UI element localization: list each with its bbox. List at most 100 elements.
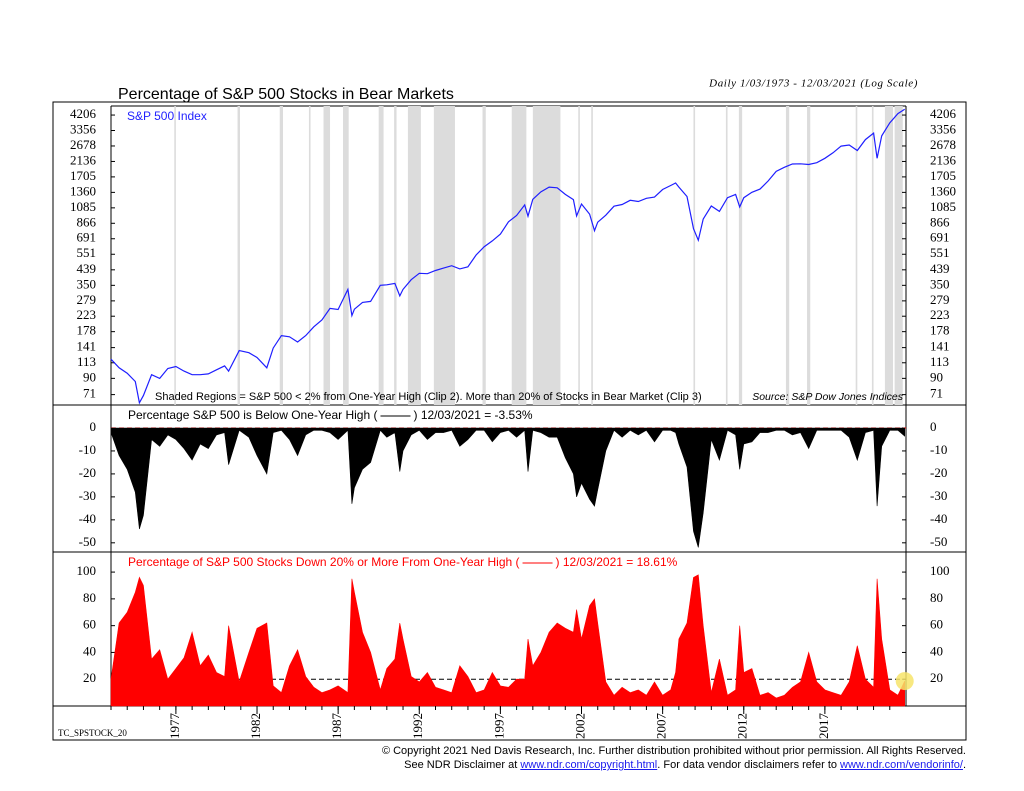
x-tick-label: 2012 [735, 713, 750, 739]
panel-title: Percentage S&P 500 is Below One-Year Hig… [128, 408, 377, 422]
disclaimer-text: . [962, 759, 966, 771]
y-tick-label: 691 [930, 230, 950, 245]
index-line [110, 108, 906, 405]
chart-title: Percentage of S&P 500 Stocks in Bear Mar… [118, 86, 454, 103]
disclaimer: See NDR Disclaimer at www.ndr.com/copyri… [404, 759, 966, 771]
y-tick-label: 4206 [930, 106, 957, 121]
y-tick-label: 71 [83, 386, 96, 401]
y-tick-label: 90 [83, 369, 96, 384]
y-tick-label: 350 [930, 276, 950, 291]
y-tick-label: 439 [77, 261, 97, 276]
y-tick-label: 100 [77, 563, 97, 578]
y-tick-label: 866 [77, 214, 97, 229]
y-tick-label: 60 [930, 617, 943, 632]
y-tick-label: -40 [79, 511, 96, 526]
y-tick-label: 439 [930, 261, 950, 276]
y-tick-label: 3356 [930, 121, 957, 136]
y-tick-label: 141 [930, 339, 950, 354]
y-tick-label: 691 [77, 230, 97, 245]
y-tick-label: 2678 [70, 137, 96, 152]
shaded-region [378, 106, 384, 405]
y-tick-label: 90 [930, 369, 943, 384]
vendor-link[interactable]: www.ndr.com/vendorinfo/ [840, 759, 963, 771]
chart-subtitle: Daily 1/03/1973 - 12/03/2021 (Log Scale) [708, 78, 918, 90]
y-tick-label: 113 [930, 354, 949, 369]
y-tick-label: -10 [930, 442, 947, 457]
y-tick-label: 2136 [930, 152, 957, 167]
y-tick-label: 113 [77, 354, 96, 369]
y-tick-label: 350 [77, 276, 97, 291]
y-tick-label: -40 [930, 511, 947, 526]
y-tick-label: -30 [930, 488, 947, 503]
y-tick-label: 551 [930, 245, 950, 260]
y-tick-label: 3356 [70, 121, 97, 136]
y-tick-label: 178 [77, 323, 97, 338]
shaded-region [532, 106, 561, 405]
x-tick-label: 1992 [410, 713, 425, 739]
x-tick-label: 2002 [572, 713, 587, 739]
y-tick-label: 4206 [70, 106, 97, 121]
y-tick-label: 0 [930, 419, 937, 434]
y-tick-label: -10 [79, 442, 96, 457]
y-tick-label: 1360 [930, 183, 956, 198]
x-tick-label: 2007 [654, 713, 669, 740]
shaded-region [237, 106, 240, 405]
shaded-region [343, 106, 349, 405]
shaded-region [511, 106, 527, 405]
y-tick-label: 60 [83, 617, 96, 632]
shaded-region [725, 106, 728, 405]
area [110, 427, 905, 548]
y-tick-label: -20 [79, 465, 96, 480]
y-tick-label: 223 [77, 307, 97, 322]
shaded-region [394, 106, 397, 405]
disclaimer-text: See NDR Disclaimer at [404, 759, 521, 771]
y-tick-label: 1085 [930, 199, 956, 214]
y-tick-label: -50 [79, 534, 96, 549]
y-tick-label: 40 [83, 643, 96, 658]
y-tick-label: 20 [83, 670, 96, 685]
x-tick-label: 1982 [248, 713, 263, 739]
y-tick-label: 20 [930, 670, 943, 685]
chart-code: TC_SPSTOCK_20 [58, 728, 127, 738]
y-tick-label: 866 [930, 214, 950, 229]
shaded-region [894, 106, 903, 405]
shaded-region [785, 106, 790, 405]
shaded-region [871, 106, 874, 405]
source: Source: S&P Dow Jones Indices [752, 391, 904, 403]
y-tick-label: 279 [77, 292, 97, 307]
shaded-region [279, 106, 283, 405]
shaded-region [323, 106, 331, 405]
y-tick-label: 1705 [930, 168, 956, 183]
annotation: Shaded Regions = S&P 500 < 2% from One-Y… [155, 391, 702, 403]
y-tick-label: 0 [90, 419, 97, 434]
x-tick-label: 1987 [329, 713, 344, 740]
copyright: © Copyright 2021 Ned Davis Research, Inc… [381, 745, 966, 757]
x-tick-label: 1997 [491, 713, 506, 740]
shaded-region [308, 106, 311, 405]
panel-title: ) 12/03/2021 = -3.53% [413, 408, 532, 422]
y-tick-label: 80 [930, 590, 943, 605]
highlight [895, 672, 914, 691]
y-tick-label: 1360 [70, 183, 96, 198]
y-tick-label: 1085 [70, 199, 96, 214]
y-tick-label: 551 [77, 245, 97, 260]
copyright-link[interactable]: www.ndr.com/copyright.html [520, 759, 658, 771]
shaded-region [482, 106, 486, 405]
y-tick-label: 223 [930, 307, 950, 322]
y-tick-label: 71 [930, 386, 943, 401]
y-tick-label: -20 [930, 465, 947, 480]
shaded-region [591, 106, 593, 405]
shaded-region [855, 106, 858, 405]
y-tick-label: 80 [83, 590, 96, 605]
x-tick-label: 1977 [167, 713, 182, 740]
x-tick-label: 2017 [816, 713, 831, 740]
y-tick-label: 100 [930, 563, 950, 578]
y-tick-label: 40 [930, 643, 943, 658]
frame [52, 101, 967, 741]
shaded-region [693, 106, 696, 405]
shaded-region [174, 106, 176, 405]
area [110, 574, 905, 707]
disclaimer-text: . For data vendor disclaimers refer to [657, 759, 841, 771]
